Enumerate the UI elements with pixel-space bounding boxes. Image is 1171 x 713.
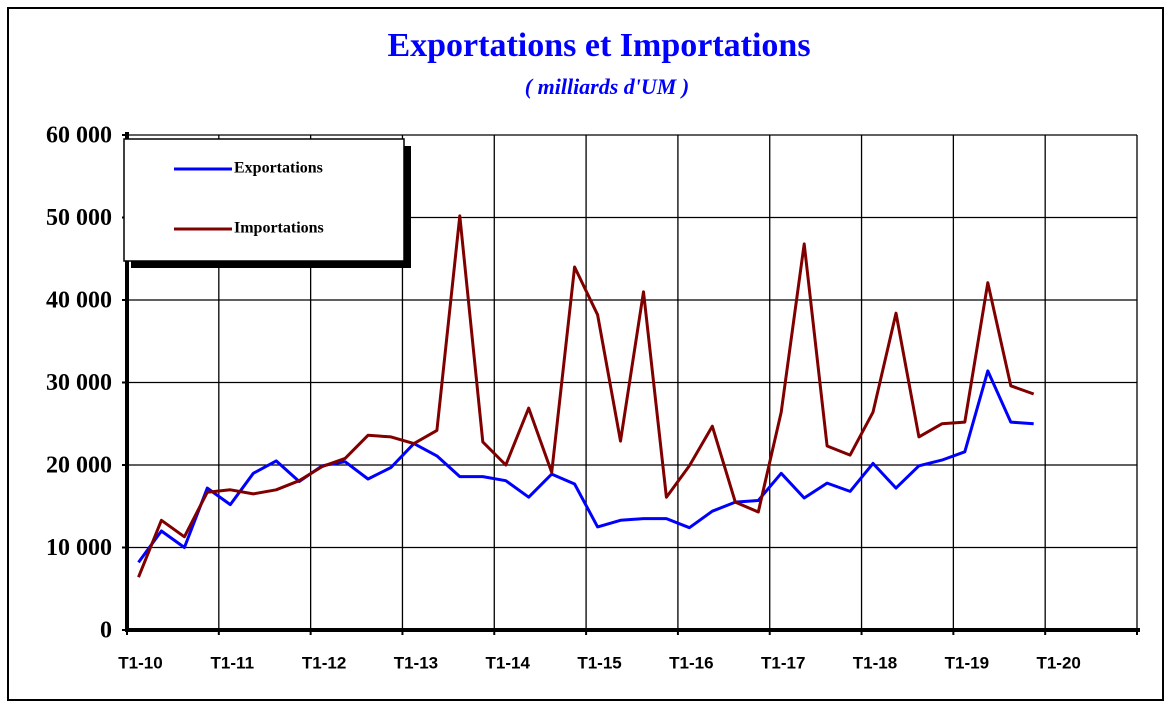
chart-subtitle: ( milliards d'UM ): [525, 74, 689, 99]
series-line: [137, 214, 1035, 578]
y-tick-label: 40 000: [46, 288, 112, 314]
x-tick-label: T1-20: [1036, 653, 1080, 672]
chart-title: Exportations et Importations: [387, 27, 810, 64]
legend-box: [123, 138, 405, 262]
x-tick-label: T1-15: [577, 653, 621, 672]
y-tick-label: 50 000: [46, 205, 112, 231]
series-line: [137, 369, 1034, 564]
x-tick-label: T1-11: [211, 653, 254, 672]
x-tick-label: T1-10: [118, 653, 162, 672]
legend-label: Importations: [234, 220, 324, 237]
y-tick-label: 60 000: [46, 123, 112, 149]
x-tick-label: T1-16: [669, 653, 713, 672]
y-tick-label: 0: [100, 618, 112, 644]
x-tick-label: T1-19: [945, 653, 989, 672]
x-tick-label: T1-13: [394, 653, 438, 672]
x-tick-label: T1-17: [761, 653, 805, 672]
x-tick-label: T1-12: [302, 653, 346, 672]
y-tick-label: 10 000: [46, 535, 112, 561]
legend-label: Exportations: [234, 160, 323, 177]
x-tick-label: T1-14: [486, 653, 531, 672]
y-tick-label: 30 000: [46, 370, 112, 396]
y-tick-label: 20 000: [46, 453, 112, 479]
x-tick-label: T1-18: [853, 653, 897, 672]
